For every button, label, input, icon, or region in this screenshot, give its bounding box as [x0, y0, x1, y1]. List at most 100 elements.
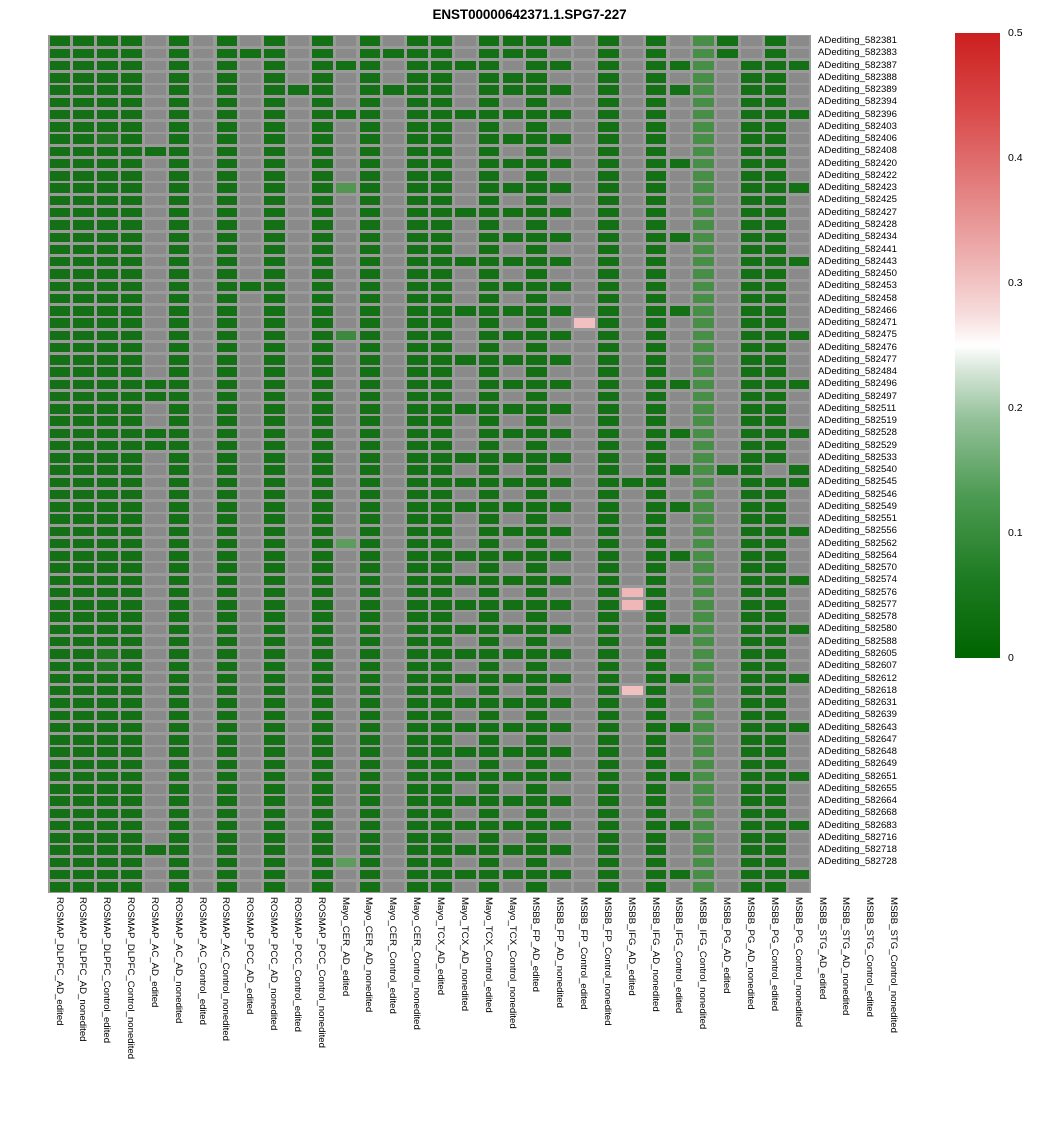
heatmap-cell-fill: [454, 869, 476, 880]
heatmap-cell-fill: [192, 183, 214, 193]
heatmap-cell-fill: [621, 600, 643, 610]
heatmap-cell: [263, 145, 287, 157]
heatmap-cell: [716, 697, 740, 709]
heatmap-cell: [739, 390, 763, 402]
heatmap-cell-fill: [502, 318, 524, 328]
heatmap-cell: [191, 538, 215, 550]
heatmap-cell: [239, 550, 263, 562]
heatmap-cell-fill: [335, 820, 357, 831]
heatmap-cell-fill: [216, 624, 238, 635]
heatmap-cell-fill: [168, 97, 190, 108]
heatmap-cell-fill: [383, 796, 405, 806]
heatmap-cell: [382, 452, 406, 464]
heatmap-cell-fill: [335, 195, 357, 206]
heatmap-cell-fill: [288, 171, 309, 181]
heatmap-cell: [406, 231, 430, 243]
heatmap-cell: [263, 72, 287, 84]
heatmap-cell: [215, 145, 239, 157]
heatmap-cell-fill: [741, 661, 762, 671]
heatmap-cell-fill: [264, 318, 285, 328]
heatmap-cell-fill: [192, 563, 214, 573]
heatmap-cell: [263, 60, 287, 72]
heatmap-cell: [644, 219, 668, 231]
heatmap-cell-fill: [645, 281, 667, 291]
heatmap-cell: [477, 170, 501, 182]
heatmap-cell: [120, 268, 144, 280]
heatmap-cell-fill: [502, 624, 524, 635]
heatmap-cell: [668, 599, 692, 611]
heatmap-cell-fill: [407, 722, 428, 733]
heatmap-cell-fill: [717, 649, 738, 659]
heatmap-cell-fill: [454, 318, 476, 328]
heatmap-cell: [763, 476, 787, 488]
heatmap-cell: [120, 256, 144, 268]
heatmap-cell: [477, 513, 501, 525]
heatmap-cell: [644, 305, 668, 317]
heatmap-cell-fill: [97, 428, 118, 439]
heatmap-cell: [239, 305, 263, 317]
heatmap-cell: [763, 341, 787, 353]
heatmap-cell: [787, 256, 811, 268]
heatmap-cell-fill: [192, 796, 214, 806]
heatmap-cell: [763, 268, 787, 280]
heatmap-cell: [215, 721, 239, 733]
heatmap-cell-fill: [97, 85, 118, 95]
heatmap-cell: [787, 770, 811, 782]
heatmap-cell-fill: [478, 882, 500, 892]
heatmap-cell: [286, 72, 310, 84]
heatmap-cell: [72, 84, 96, 96]
heatmap-cell: [334, 697, 358, 709]
heatmap-cell: [191, 587, 215, 599]
heatmap-cell: [358, 709, 382, 721]
heatmap-cell: [573, 317, 597, 329]
heatmap-cell-fill: [454, 661, 476, 671]
heatmap-cell: [549, 231, 573, 243]
heatmap-cell: [239, 746, 263, 758]
heatmap-cell-fill: [264, 489, 285, 500]
heatmap-cell: [239, 268, 263, 280]
heatmap-cell-fill: [311, 48, 333, 59]
heatmap-cell-fill: [645, 551, 667, 561]
heatmap-cell: [596, 170, 620, 182]
heatmap-cell-fill: [669, 759, 691, 770]
heatmap-cell: [334, 819, 358, 831]
heatmap-cell: [286, 170, 310, 182]
heatmap-cell: [239, 121, 263, 133]
heatmap-cell: [382, 550, 406, 562]
heatmap-cell: [644, 329, 668, 341]
heatmap-cell: [191, 84, 215, 96]
heatmap-cell: [310, 84, 334, 96]
heatmap-cell-fill: [431, 306, 452, 316]
heatmap-cell: [286, 341, 310, 353]
heatmap-cell-fill: [264, 183, 285, 193]
heatmap-cell: [644, 587, 668, 599]
heatmap-cell-fill: [407, 158, 428, 169]
heatmap-cell-fill: [359, 60, 381, 71]
heatmap-cell: [334, 439, 358, 451]
heatmap-cell-fill: [144, 796, 166, 806]
row-label: ADediting_582716: [818, 831, 897, 843]
heatmap-cell-fill: [311, 355, 333, 365]
heatmap-cell-fill: [574, 195, 595, 206]
heatmap-cell-fill: [407, 330, 428, 341]
heatmap-cell: [668, 538, 692, 550]
heatmap-cell: [406, 501, 430, 513]
heatmap-cell: [739, 292, 763, 304]
heatmap-cell: [239, 648, 263, 660]
heatmap-cell: [191, 783, 215, 795]
heatmap-cell-fill: [621, 391, 643, 402]
column-label: Mayo_CER_AD_nonedited: [363, 897, 375, 1013]
heatmap-cell: [716, 660, 740, 672]
heatmap-cell-fill: [192, 833, 214, 843]
heatmap-cell-fill: [73, 232, 95, 242]
heatmap-cell: [596, 856, 620, 868]
heatmap-cell-fill: [168, 146, 190, 157]
heatmap-cell: [191, 182, 215, 194]
heatmap-cell-fill: [264, 784, 285, 794]
heatmap-cell: [72, 734, 96, 746]
heatmap-cell-fill: [73, 391, 95, 402]
heatmap-cell: [692, 109, 716, 121]
heatmap-cell: [239, 562, 263, 574]
heatmap-cell: [477, 96, 501, 108]
heatmap-cell: [167, 770, 191, 782]
